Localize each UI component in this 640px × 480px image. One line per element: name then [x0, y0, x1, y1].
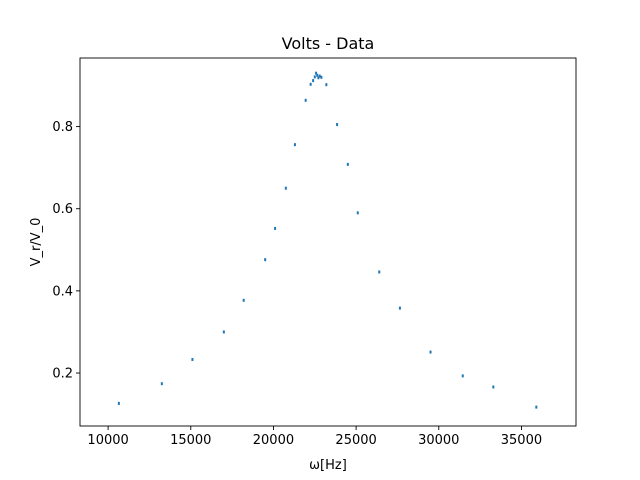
data-point	[461, 374, 464, 378]
x-axis-title: ω[Hz]	[309, 458, 347, 473]
x-tick-label: 20000	[253, 433, 294, 448]
data-point	[293, 143, 296, 147]
y-tick-label: 0.8	[52, 120, 73, 135]
x-axis-ticks: 10000 15000 20000 25000 30000 35000	[87, 426, 542, 448]
y-axis-title: V_r/V_0	[29, 218, 44, 267]
x-tick-label: 15000	[170, 433, 211, 448]
y-axis-ticks: 0.2 0.4 0.6 0.8	[52, 120, 80, 382]
x-tick-label: 10000	[87, 433, 128, 448]
data-point	[535, 405, 538, 409]
data-point	[336, 123, 339, 127]
data-point	[191, 357, 194, 361]
data-point	[222, 330, 225, 334]
y-tick-label: 0.2	[52, 367, 73, 382]
data-point	[309, 82, 312, 86]
data-point	[284, 186, 287, 190]
data-point	[320, 75, 323, 79]
data-point	[316, 73, 319, 77]
data-point	[346, 162, 349, 166]
data-point	[492, 385, 495, 389]
data-point	[318, 74, 321, 78]
data-point	[315, 71, 318, 75]
data-point	[160, 382, 163, 386]
chart-title: Volts - Data	[282, 34, 375, 53]
y-tick-label: 0.6	[52, 202, 73, 217]
data-point	[325, 83, 328, 87]
y-tick-label: 0.4	[52, 284, 73, 299]
data-point	[398, 306, 401, 310]
data-point	[117, 401, 120, 405]
x-tick-label: 30000	[418, 433, 459, 448]
data-point	[378, 270, 381, 274]
data-point	[429, 350, 432, 354]
data-point	[242, 298, 245, 302]
data-point	[264, 258, 267, 262]
data-points	[117, 71, 538, 409]
data-point	[304, 98, 307, 102]
x-tick-label: 25000	[335, 433, 376, 448]
data-point	[313, 75, 316, 79]
data-point	[356, 211, 359, 215]
data-point	[312, 79, 315, 83]
data-point	[317, 76, 320, 80]
x-tick-label: 35000	[501, 433, 542, 448]
data-point	[274, 226, 277, 230]
plot-area-frame	[79, 57, 577, 427]
